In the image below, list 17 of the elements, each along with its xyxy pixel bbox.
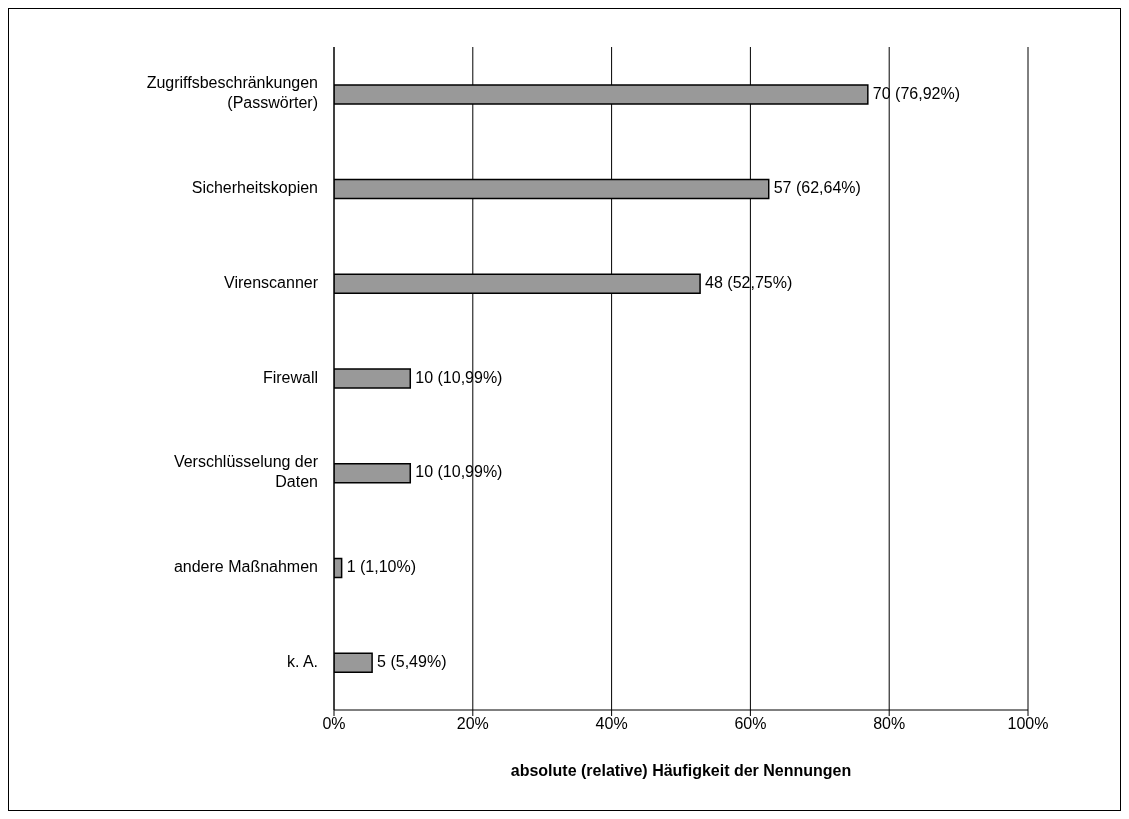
y-tick-label: andere Maßnahmen (173, 558, 318, 576)
y-tick-label: Sicherheitskopien (191, 179, 318, 197)
y-tick-label: k. A. (286, 652, 318, 670)
data-label: 1 (1,10%) (346, 558, 417, 576)
x-tick-label: 20% (456, 715, 489, 733)
data-label: 5 (5,49%) (377, 652, 447, 670)
x-tick-label: 80% (873, 715, 906, 733)
x-tick-label: 100% (1007, 715, 1049, 733)
y-tick-label: Virenscanner (224, 274, 319, 292)
x-axis-title: absolute (relative) Häufigkeit der Nennungen (510, 762, 852, 779)
x-tick-label: 0% (322, 715, 346, 733)
x-tick-label: 60% (734, 715, 767, 733)
y-tick-label: Zugriffsbeschränkungen (Passwörter) (146, 74, 318, 112)
data-label: 57 (62,64%) (773, 179, 861, 197)
x-tick-label: 40% (595, 715, 628, 733)
y-tick-label: Firewall (262, 368, 318, 386)
y-tick-label: Verschlüsselung der Daten (173, 453, 319, 491)
